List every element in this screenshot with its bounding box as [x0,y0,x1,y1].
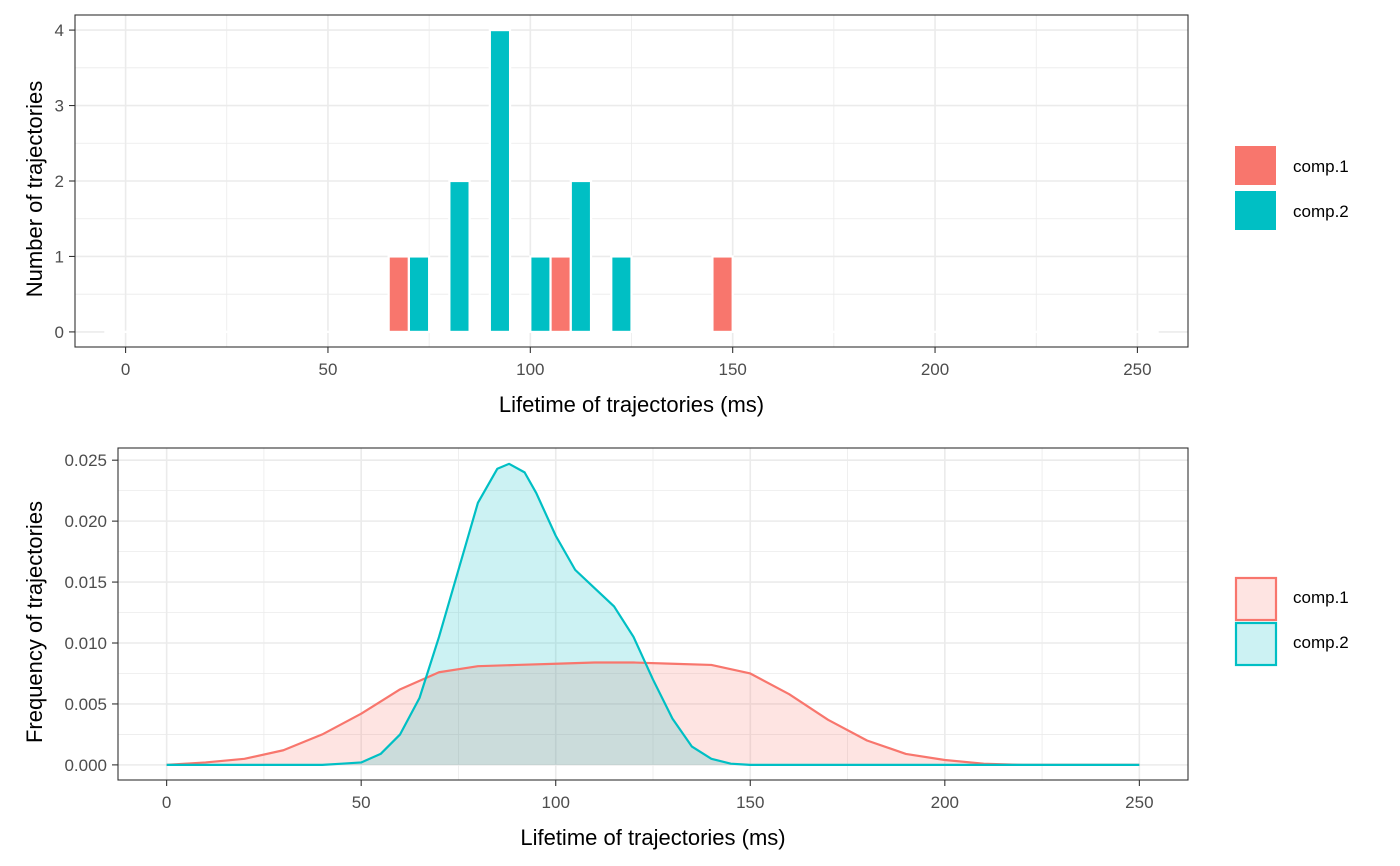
density-curve-comp.1 [166,661,1140,766]
density-y-axis-title: Frequency of trajectories [22,501,47,743]
bar-comp.1 [711,255,734,334]
x-tick-label: 0 [162,793,171,812]
legend-label-comp.1: comp.1 [1293,157,1349,176]
density-panel-border [117,447,1189,781]
y-tick-label: 0.005 [64,695,107,714]
y-tick-label: 3 [55,97,64,116]
density-legend: comp.1 comp.2 [1234,576,1349,667]
legend-label-comp.1: comp.1 [1293,588,1349,607]
histogram-y-axis-title: Number of trajectories [22,81,47,297]
x-tick-label: 250 [1123,360,1151,379]
bar-comp.2 [529,255,552,334]
density-area-comp.1 [166,662,1140,765]
density-areas [166,462,1140,766]
histogram-y-axis: 0 1 2 3 4 [55,21,75,342]
x-tick-label: 250 [1125,793,1153,812]
y-tick-label: 0.020 [64,512,107,531]
legend-key-comp.2 [1234,621,1278,667]
density-curve-comp.2 [166,462,1140,766]
legend-label-comp.2: comp.2 [1293,633,1349,652]
histogram-panel: 0 50 100 150 200 250 0 1 2 3 4 Lifetime of trajec… [22,14,1349,417]
y-tick-label: 0 [55,323,64,342]
y-tick-label: 0.015 [64,573,107,592]
density-panel: 0 50 100 150 200 250 0.000 0.005 0.010 0.015 0.02… [22,447,1349,850]
bar-comp.2 [610,255,633,334]
bar-comp.1 [549,255,572,334]
legend-key-comp.2 [1235,191,1276,230]
x-tick-label: 200 [921,360,949,379]
histogram-legend: comp.1 comp.2 [1235,146,1349,230]
histogram-bars [104,28,1159,334]
bar-comp.2 [407,255,431,334]
x-tick-label: 50 [352,793,371,812]
x-tick-label: 150 [736,793,764,812]
bar-comp.2 [488,28,512,334]
histogram-x-axis-title: Lifetime of trajectories (ms) [499,392,764,417]
x-tick-label: 150 [718,360,746,379]
legend-key-comp.1 [1234,576,1278,622]
legend-label-comp.2: comp.2 [1293,202,1349,221]
x-tick-label: 50 [318,360,337,379]
bar-comp.1 [387,255,410,334]
density-y-axis: 0.000 0.005 0.010 0.015 0.020 0.025 [64,451,118,775]
histogram-x-axis: 0 50 100 150 200 250 [121,347,1152,379]
bar-comp.2 [448,179,471,334]
density-x-axis-title: Lifetime of trajectories (ms) [520,825,785,850]
legend-key-comp.1 [1235,146,1276,185]
y-tick-label: 2 [55,172,64,191]
density-x-axis: 0 50 100 150 200 250 [162,780,1154,812]
y-tick-label: 1 [55,247,64,266]
y-tick-label: 0.025 [64,451,107,470]
y-tick-label: 0.000 [64,756,107,775]
bar-comp.2 [569,179,593,334]
y-tick-label: 4 [55,21,64,40]
x-tick-label: 100 [516,360,544,379]
y-tick-label: 0.010 [64,634,107,653]
density-area-comp.2 [166,463,1140,765]
x-tick-label: 0 [121,360,130,379]
x-tick-label: 200 [931,793,959,812]
x-tick-label: 100 [542,793,570,812]
